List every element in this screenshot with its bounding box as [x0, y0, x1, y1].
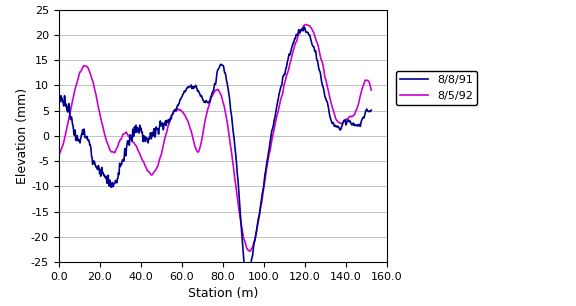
8/5/92 [97, 114, 104, 118]
Legend: 8/8/91, 8/5/92: 8/8/91, 8/5/92 [396, 71, 477, 105]
8/8/91 [55, 99, 62, 103]
8/8/91 [161, 122, 168, 126]
8/8/91 [301, 25, 308, 29]
Line: 8/5/92: 8/5/92 [59, 24, 372, 251]
X-axis label: Station (m): Station (m) [188, 287, 258, 300]
8/8/91 [191, 85, 198, 89]
8/5/92 [247, 249, 253, 253]
8/5/92 [302, 23, 309, 26]
8/8/91 [219, 64, 226, 67]
8/8/91 [244, 278, 251, 282]
8/5/92 [368, 88, 375, 92]
8/5/92 [219, 100, 226, 103]
8/5/92 [226, 137, 233, 141]
Y-axis label: Elevation (mm): Elevation (mm) [16, 88, 29, 184]
8/5/92 [108, 150, 115, 154]
Line: 8/8/91: 8/8/91 [59, 27, 372, 280]
8/5/92 [55, 153, 62, 157]
8/5/92 [161, 140, 168, 144]
8/8/91 [226, 96, 233, 99]
8/8/91 [108, 185, 115, 189]
8/8/91 [97, 168, 104, 171]
8/8/91 [368, 108, 375, 112]
8/5/92 [191, 142, 198, 146]
